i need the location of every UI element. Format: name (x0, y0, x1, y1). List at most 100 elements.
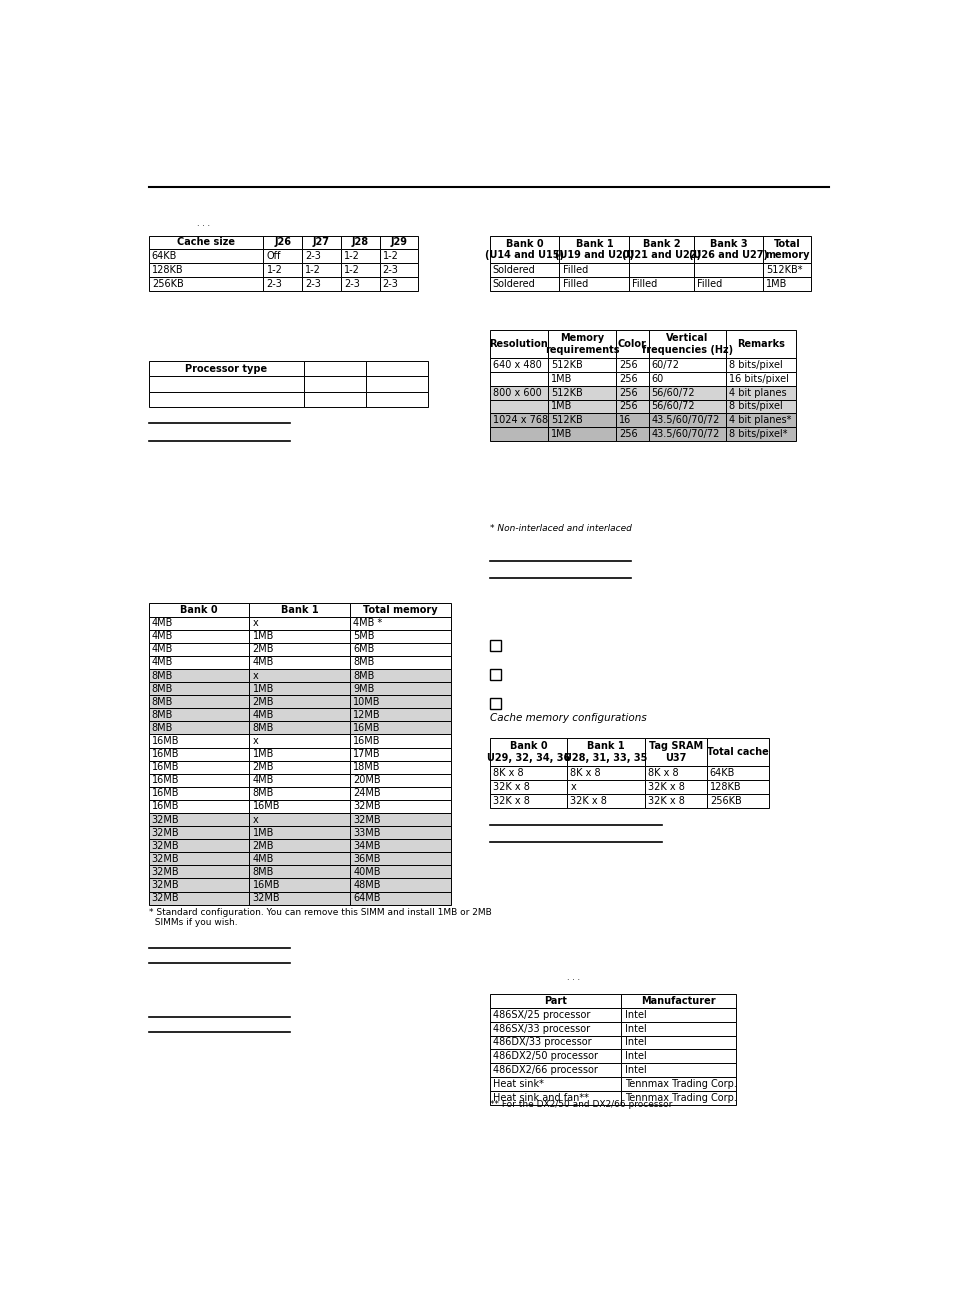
Bar (648, 400, 725, 414)
Text: 1MB: 1MB (550, 374, 572, 384)
Bar (350, 786, 451, 800)
Text: Heat sink and fan**: Heat sink and fan** (493, 1093, 588, 1103)
Bar (616, 330, 648, 358)
Bar (725, 414, 795, 427)
Bar (558, 277, 629, 291)
Text: Filled: Filled (696, 278, 721, 289)
Bar (644, 739, 706, 766)
Text: 1-2: 1-2 (344, 251, 359, 262)
Text: Intel: Intel (624, 1038, 645, 1048)
Text: 256KB: 256KB (152, 278, 183, 289)
Bar (489, 358, 547, 371)
Text: Bank 2
(U21 and U22): Bank 2 (U21 and U22) (621, 238, 700, 260)
Text: Total memory: Total memory (363, 605, 437, 615)
Bar (350, 839, 451, 852)
Text: 4MB *: 4MB * (353, 619, 382, 628)
Text: 36MB: 36MB (353, 853, 380, 864)
Bar (629, 277, 693, 291)
Bar (249, 892, 350, 905)
Text: 8 bits/pixel: 8 bits/pixel (728, 360, 782, 370)
Text: 4MB: 4MB (152, 644, 173, 655)
Bar (149, 376, 303, 392)
Text: 16MB: 16MB (152, 775, 179, 785)
Text: 256: 256 (618, 401, 638, 411)
Text: 1MB: 1MB (765, 278, 787, 289)
Bar (149, 709, 249, 722)
Bar (149, 656, 249, 669)
Bar (350, 800, 451, 813)
Bar (725, 358, 795, 371)
Bar (249, 839, 350, 852)
Text: J28: J28 (352, 237, 369, 247)
Text: 256: 256 (618, 360, 638, 370)
Bar (725, 427, 795, 441)
Bar (149, 630, 249, 643)
Text: 486DX2/66 processor: 486DX2/66 processor (493, 1065, 597, 1075)
Bar (616, 400, 648, 414)
Bar (340, 236, 379, 249)
Bar (644, 780, 706, 794)
Bar (249, 813, 350, 826)
Text: x: x (253, 619, 258, 628)
Text: Processor type: Processor type (185, 363, 267, 374)
Text: 2-3: 2-3 (344, 278, 359, 289)
Bar (149, 773, 249, 786)
Bar (340, 277, 379, 291)
Bar (249, 852, 350, 865)
Text: x: x (253, 815, 258, 825)
Bar (706, 739, 768, 766)
Bar (350, 892, 451, 905)
Text: 56/60/72: 56/60/72 (651, 401, 695, 411)
Text: 16: 16 (618, 415, 631, 425)
Text: 64KB: 64KB (709, 768, 735, 779)
Text: J29: J29 (390, 237, 407, 247)
Bar (149, 361, 303, 376)
Text: 2-3: 2-3 (305, 251, 321, 262)
Text: 16MB: 16MB (353, 736, 380, 746)
Text: 40MB: 40MB (353, 867, 380, 877)
Bar (149, 865, 249, 879)
Bar (303, 361, 365, 376)
Bar (249, 695, 350, 709)
Bar (762, 277, 810, 291)
Text: 512KB: 512KB (550, 360, 582, 370)
Text: . . .: . . . (196, 219, 210, 228)
Text: 1-2: 1-2 (266, 266, 282, 275)
Text: Bank 0
(U14 and U15): Bank 0 (U14 and U15) (484, 238, 563, 260)
Text: 16MB: 16MB (253, 880, 280, 889)
Bar (620, 1008, 736, 1022)
Text: 32MB: 32MB (152, 840, 179, 851)
Text: 6MB: 6MB (353, 644, 375, 655)
Bar (648, 427, 725, 441)
Bar (489, 739, 567, 766)
Bar (350, 709, 451, 722)
Text: 128KB: 128KB (152, 266, 183, 275)
Text: 34MB: 34MB (353, 840, 380, 851)
Bar (489, 1008, 620, 1022)
Bar (620, 994, 736, 1008)
Bar (149, 392, 303, 407)
Bar (350, 682, 451, 695)
Text: 2MB: 2MB (253, 644, 274, 655)
Bar (489, 330, 547, 358)
Bar (350, 879, 451, 892)
Bar (489, 371, 547, 385)
Bar (489, 427, 547, 441)
Bar (644, 766, 706, 780)
Text: 4MB: 4MB (253, 775, 274, 785)
Text: 8MB: 8MB (152, 683, 173, 693)
Bar (489, 414, 547, 427)
Bar (149, 800, 249, 813)
Text: Total cache: Total cache (706, 748, 768, 757)
Text: 486SX/33 processor: 486SX/33 processor (493, 1023, 589, 1034)
Text: 8K x 8: 8K x 8 (647, 768, 678, 779)
Bar (489, 263, 558, 277)
Text: 8 bits/pixel: 8 bits/pixel (728, 401, 782, 411)
Text: 43.5/60/70/72: 43.5/60/70/72 (651, 415, 720, 425)
Text: Manufacturer: Manufacturer (640, 996, 716, 1005)
Bar (149, 761, 249, 773)
Bar (648, 385, 725, 400)
Text: Soldered: Soldered (493, 266, 535, 275)
Bar (249, 630, 350, 643)
Bar (620, 1035, 736, 1049)
